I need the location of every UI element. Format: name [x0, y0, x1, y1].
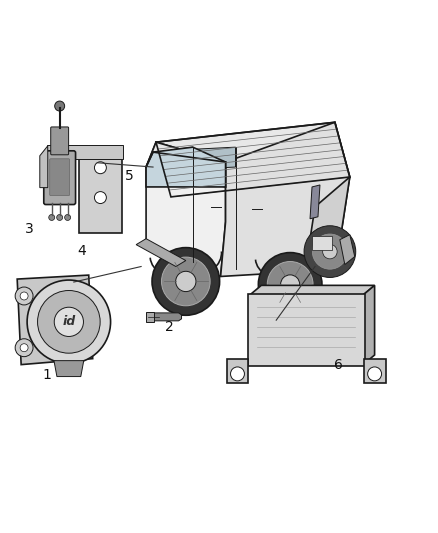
Circle shape [49, 214, 55, 221]
Circle shape [15, 287, 33, 305]
FancyBboxPatch shape [51, 127, 69, 155]
Polygon shape [310, 185, 320, 219]
Circle shape [281, 275, 300, 294]
Polygon shape [221, 122, 350, 277]
FancyBboxPatch shape [248, 294, 365, 366]
Circle shape [176, 271, 196, 292]
FancyBboxPatch shape [78, 152, 122, 233]
Circle shape [95, 161, 106, 174]
Polygon shape [305, 177, 350, 271]
Polygon shape [340, 235, 355, 264]
Text: 4: 4 [78, 244, 86, 257]
Circle shape [57, 214, 63, 221]
Polygon shape [146, 147, 226, 187]
Circle shape [65, 214, 71, 221]
Polygon shape [54, 361, 84, 376]
Circle shape [312, 234, 347, 269]
Text: 3: 3 [25, 222, 34, 236]
Polygon shape [136, 239, 186, 266]
Circle shape [304, 226, 356, 278]
Circle shape [95, 191, 106, 204]
Polygon shape [154, 313, 181, 321]
Circle shape [162, 257, 210, 306]
Polygon shape [196, 147, 236, 169]
FancyBboxPatch shape [364, 359, 385, 383]
Circle shape [267, 262, 313, 308]
Polygon shape [146, 142, 226, 277]
Polygon shape [249, 285, 374, 295]
Text: id: id [62, 316, 75, 328]
Circle shape [323, 244, 337, 259]
Polygon shape [151, 147, 193, 172]
Text: 6: 6 [334, 358, 343, 372]
FancyBboxPatch shape [47, 145, 123, 159]
Polygon shape [17, 275, 93, 365]
Polygon shape [156, 122, 350, 197]
Text: 2: 2 [165, 320, 173, 335]
Circle shape [230, 367, 244, 381]
FancyBboxPatch shape [44, 151, 76, 205]
Circle shape [27, 280, 110, 364]
Circle shape [55, 101, 65, 111]
Polygon shape [146, 312, 154, 322]
Circle shape [38, 290, 100, 353]
Text: 1: 1 [42, 368, 52, 382]
FancyBboxPatch shape [50, 159, 70, 196]
Circle shape [258, 253, 322, 316]
Circle shape [15, 339, 33, 357]
FancyBboxPatch shape [312, 236, 332, 249]
Circle shape [20, 292, 28, 300]
Text: 5: 5 [125, 169, 134, 183]
Circle shape [152, 248, 219, 316]
Polygon shape [146, 142, 226, 187]
Polygon shape [40, 146, 48, 188]
Circle shape [367, 367, 381, 381]
Polygon shape [363, 285, 374, 365]
Circle shape [20, 344, 28, 352]
Circle shape [54, 307, 84, 336]
FancyBboxPatch shape [226, 359, 248, 383]
